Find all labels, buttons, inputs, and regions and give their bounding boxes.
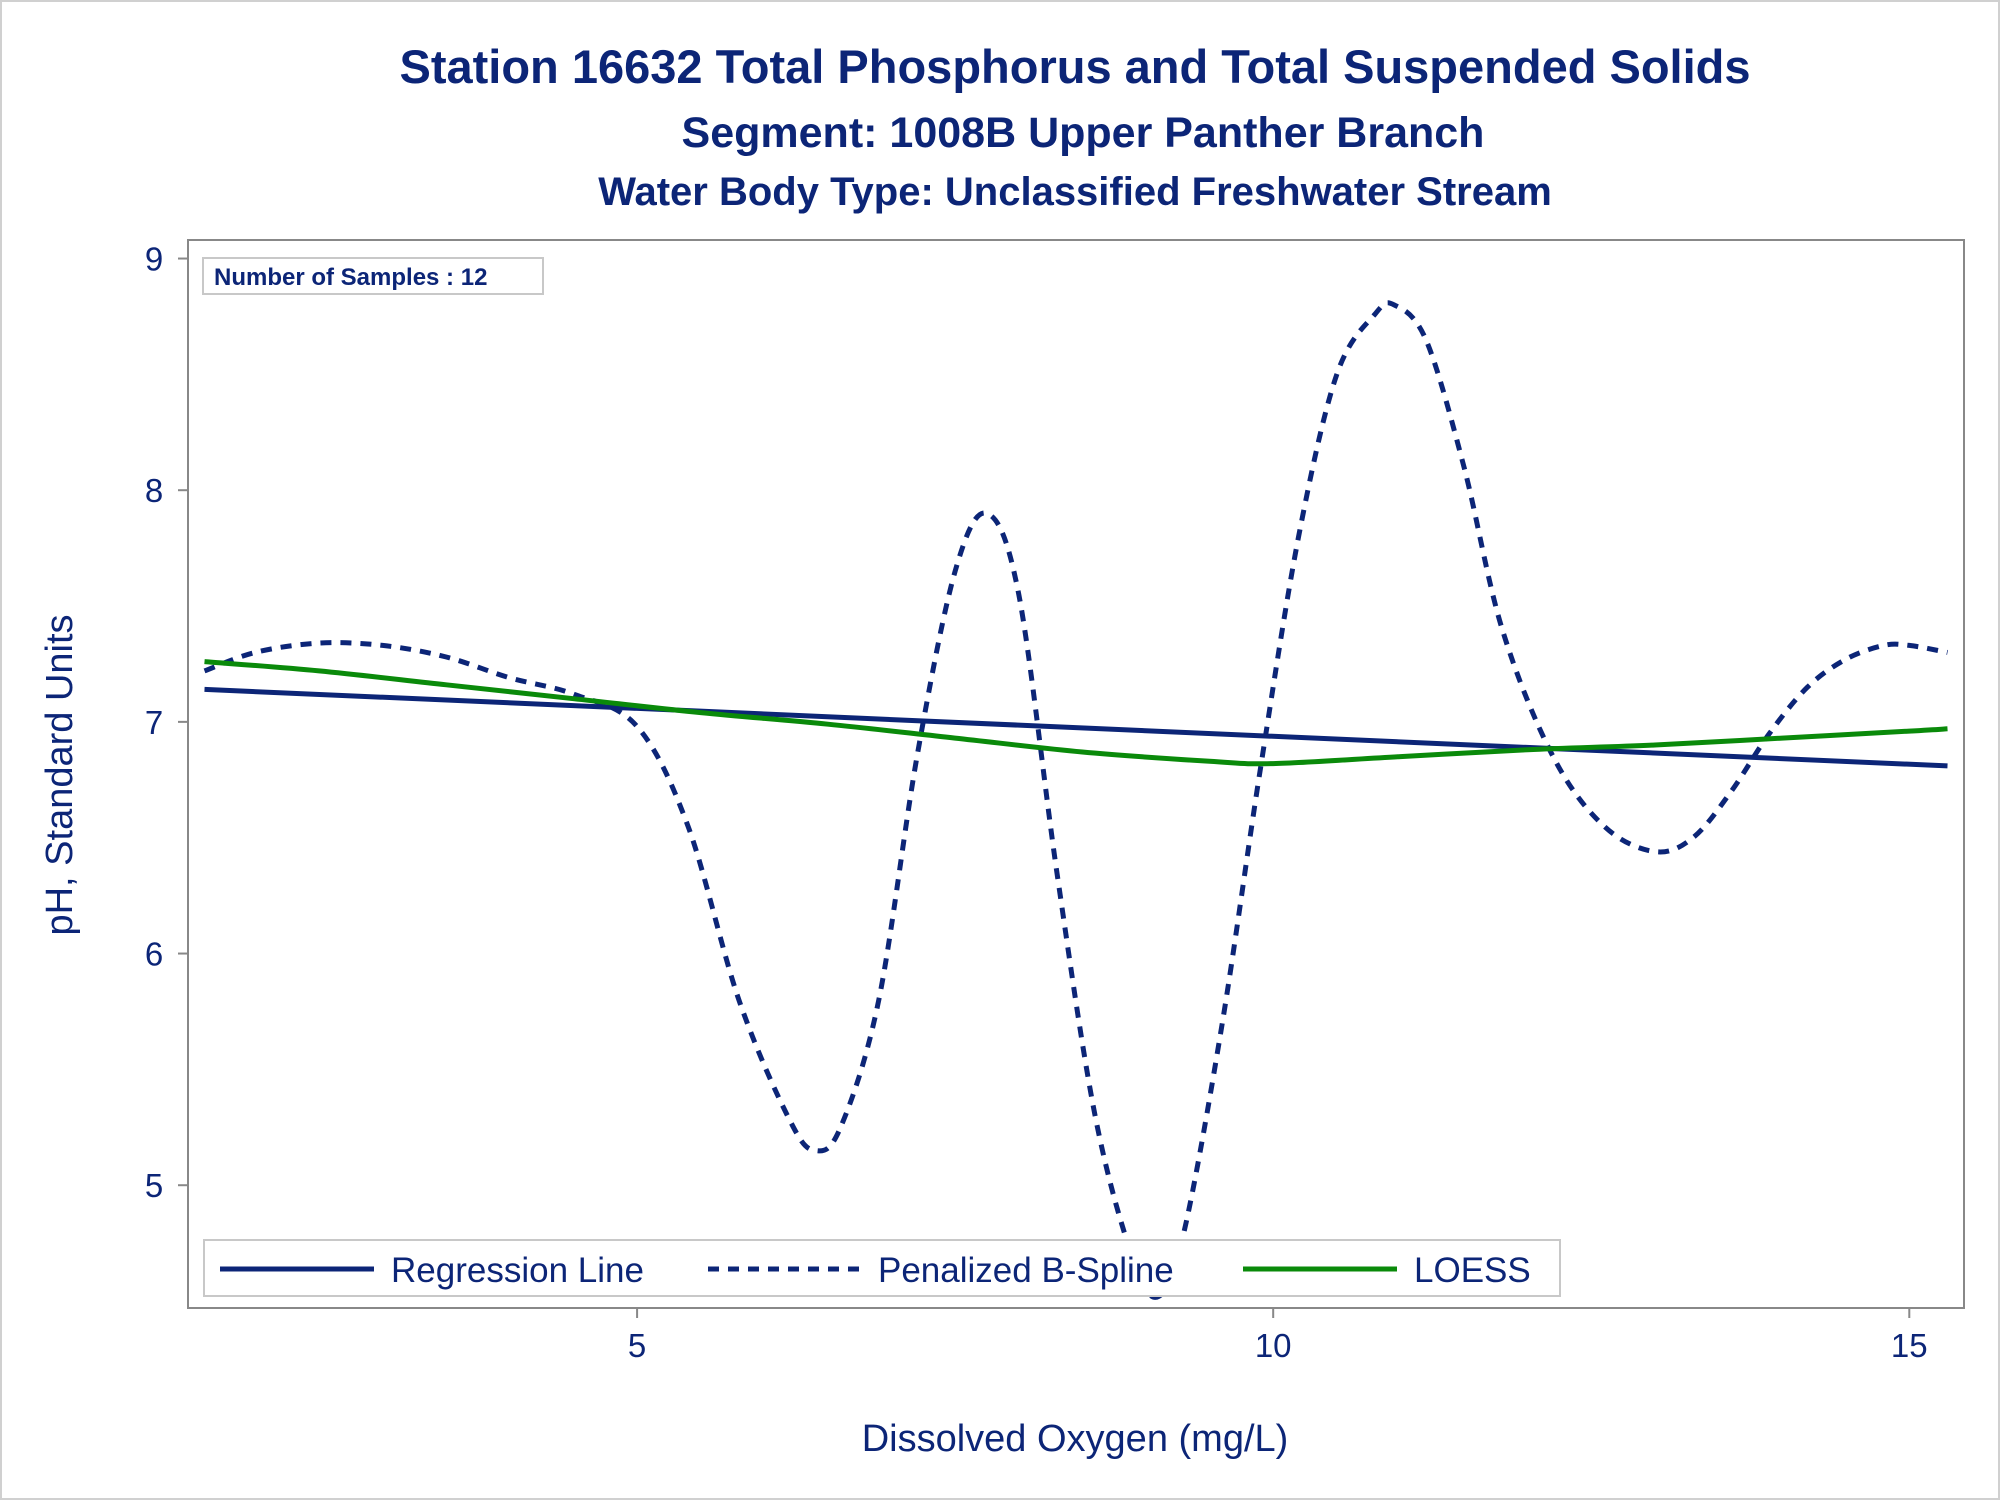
series-loess <box>204 659 1948 767</box>
x-tick-label: 10 <box>1255 1327 1292 1364</box>
x-axis-label: Dissolved Oxygen (mg/L) <box>862 1418 1289 1460</box>
series-regression-line <box>204 686 1948 769</box>
series-layer <box>203 300 1948 1300</box>
chart-subtitle-2: Water Body Type: Unclassified Freshwater… <box>598 170 1552 214</box>
chart-subtitle: Segment: 1008B Upper Panther Branch <box>682 109 1485 157</box>
x-tick-label: 15 <box>1891 1327 1928 1364</box>
legend-label-spline: Penalized B-Spline <box>878 1251 1174 1290</box>
series-penalized-b-spline <box>203 300 1948 1300</box>
legend: Regression Line Penalized B-Spline LOESS <box>203 1239 1561 1297</box>
plot-area <box>187 239 1965 1309</box>
x-tick-label: 5 <box>628 1327 646 1364</box>
legend-label-loess: LOESS <box>1414 1251 1531 1290</box>
sample-count-box <box>202 257 544 295</box>
y-tick-label: 7 <box>145 704 163 741</box>
axis-layer: 5 10 15 5 6 7 8 9 <box>145 241 1928 1364</box>
legend-label-regression: Regression Line <box>391 1251 644 1290</box>
y-tick-label: 8 <box>145 472 163 509</box>
y-tick-label: 5 <box>145 1167 163 1204</box>
y-tick-label: 6 <box>145 936 163 973</box>
y-tick-label: 9 <box>145 241 163 278</box>
sample-count-label: Number of Samples : 12 <box>214 264 487 291</box>
y-axis-label: pH, Standard Units <box>39 614 81 935</box>
chart-title: Station 16632 Total Phosphorus and Total… <box>400 40 1751 93</box>
